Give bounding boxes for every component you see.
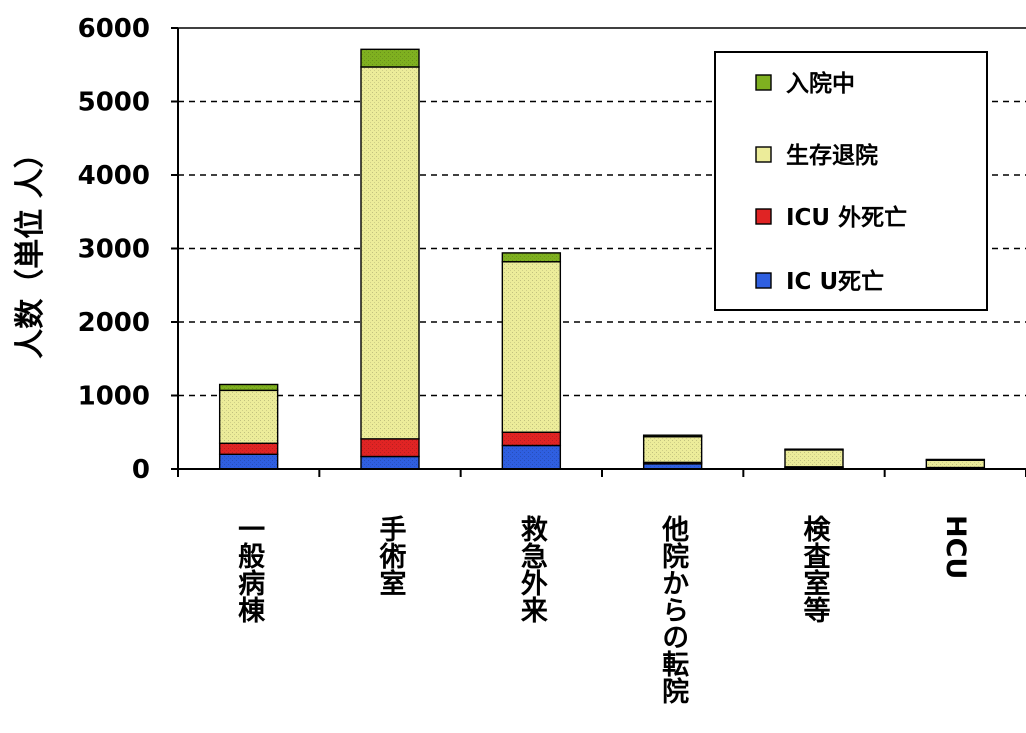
y-tick-label: 6000 — [78, 14, 150, 44]
bar-segment-texture — [219, 384, 278, 391]
axes — [171, 27, 1026, 477]
y-tick-label: 2000 — [78, 308, 150, 338]
category-label: 救急外来 — [516, 515, 548, 623]
x-category-labels: 一般病棟 手術室 救急外来 他院からの転院 検査室等 HCU — [233, 515, 971, 704]
category-label: 手術室 — [375, 515, 408, 596]
y-tick-label: 3000 — [78, 235, 150, 265]
legend-label: 生存退院 — [786, 142, 878, 169]
y-tick-label: 5000 — [78, 88, 150, 118]
bar-segment-texture — [926, 460, 985, 468]
bar-segment-texture — [643, 435, 702, 437]
bar-segment-texture — [361, 49, 419, 67]
legend-swatch — [755, 74, 772, 91]
bar-segment-texture — [219, 454, 278, 469]
legend-swatch — [755, 208, 772, 225]
y-tick-labels: 0 1000 2000 3000 4000 5000 6000 — [78, 14, 150, 485]
category-label: 一般病棟 — [233, 515, 265, 623]
bar-segment-texture — [502, 445, 561, 469]
category-label: 検査室等 — [799, 515, 831, 623]
legend-swatch — [755, 272, 772, 289]
legend-swatch — [755, 146, 772, 163]
bar-segment-texture — [502, 261, 561, 433]
bar-segment-texture — [219, 390, 278, 444]
category-label: HCU — [940, 515, 971, 579]
bar-segment-texture — [361, 438, 419, 457]
y-axis-label: 人数（単位 人） — [13, 138, 48, 358]
legend-label: ICU 外死亡 — [786, 204, 907, 231]
y-tick-label: 1000 — [78, 382, 150, 412]
bar-segment-texture — [361, 66, 419, 439]
bar-segment-texture — [361, 456, 419, 469]
bar-segment-texture — [926, 459, 985, 461]
bar-segment-texture — [643, 462, 702, 464]
bar-segment-texture — [502, 432, 561, 446]
bar-segment-texture — [219, 443, 278, 455]
y-tick-label: 4000 — [78, 161, 150, 191]
legend-box — [714, 51, 988, 311]
bar-segment-texture — [785, 449, 843, 467]
legend-label: 入院中 — [786, 70, 855, 97]
category-label: 他院からの転院 — [657, 515, 690, 704]
bar-segment-texture — [643, 436, 702, 463]
bar-segment-texture — [785, 449, 843, 450]
bar-segment-texture — [643, 463, 702, 469]
bar-segment-texture — [502, 252, 561, 262]
legend-label: IC U死亡 — [786, 268, 884, 295]
y-tick-label: 0 — [132, 455, 150, 485]
